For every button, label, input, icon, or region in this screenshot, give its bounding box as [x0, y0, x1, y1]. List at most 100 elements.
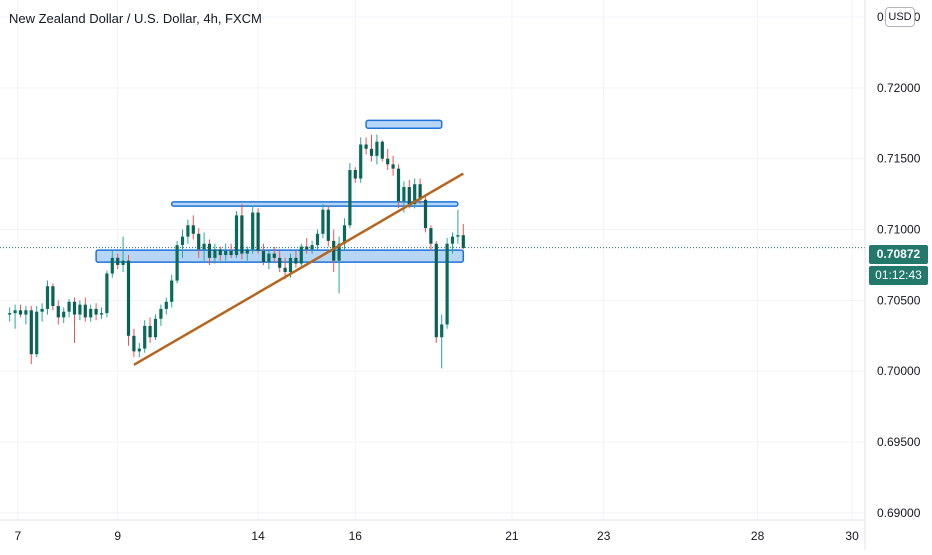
trendline[interactable]: [133, 172, 464, 366]
price-tick-label: 0.70500: [877, 293, 921, 307]
candle-body: [418, 184, 422, 200]
candle: [78, 300, 82, 321]
candle-body: [213, 249, 217, 258]
candle: [51, 283, 55, 311]
candle-body: [56, 306, 60, 318]
candle-body: [234, 215, 239, 256]
candle-body: [51, 286, 55, 307]
candle: [294, 250, 298, 268]
candle-body: [337, 243, 341, 261]
candle: [256, 208, 260, 254]
candle: [56, 300, 60, 325]
candle-body: [272, 253, 276, 258]
candle-body: [278, 257, 282, 268]
price-axis: 0.725000.720000.715000.710000.705000.700…: [877, 10, 921, 520]
currency-button[interactable]: USD: [885, 7, 915, 27]
candle: [143, 320, 147, 353]
candle-body: [299, 246, 303, 264]
candle: [116, 253, 120, 270]
candle: [364, 137, 368, 155]
candle: [240, 204, 244, 260]
candle: [391, 155, 395, 176]
candle-body: [197, 233, 201, 250]
candle-body: [72, 301, 77, 315]
candle-body: [62, 311, 66, 318]
grid: [0, 0, 865, 520]
candle: [234, 211, 239, 258]
candle: [283, 257, 287, 280]
candle: [99, 307, 104, 319]
candle-body: [407, 187, 411, 205]
candle: [369, 134, 374, 162]
candle: [218, 246, 222, 261]
candle: [45, 280, 50, 315]
candle-body: [267, 253, 271, 263]
price-tick-label: 0.72000: [877, 81, 921, 95]
candle-body: [245, 249, 249, 254]
candle-body: [29, 310, 33, 355]
candle: [132, 328, 136, 358]
candle-body: [402, 187, 406, 202]
candle-body: [13, 310, 17, 314]
candle-body: [116, 257, 120, 265]
candle: [224, 243, 228, 261]
drawings-front: [133, 172, 464, 366]
candle: [423, 194, 428, 233]
candle: [159, 304, 163, 326]
time-tick-label: 14: [251, 529, 265, 543]
candle: [35, 306, 39, 358]
candle: [110, 250, 114, 278]
candle: [89, 304, 93, 322]
candle-body: [423, 199, 428, 229]
candle-body: [8, 313, 12, 315]
candle-body: [24, 310, 28, 315]
candle-body: [186, 225, 190, 237]
time-tick-label: 16: [349, 529, 363, 543]
candle-body: [456, 235, 460, 237]
candle-body: [396, 168, 401, 202]
candle-body: [229, 250, 233, 256]
candle: [272, 246, 276, 263]
candle: [450, 232, 455, 254]
candle-body: [256, 212, 260, 251]
candle-body: [45, 286, 50, 309]
candle-body: [261, 250, 266, 263]
candle: [180, 229, 185, 258]
candle-body: [224, 250, 228, 256]
candle: [267, 250, 271, 270]
candle-body: [202, 243, 206, 250]
candle-body: [164, 301, 168, 309]
candle-body: [89, 308, 93, 318]
time-tick-label: 23: [597, 529, 611, 543]
candle: [445, 238, 449, 329]
price-tick-label: 0.69000: [877, 506, 921, 520]
time-axis: 7 9 14 16 21 23 28 30: [14, 529, 859, 543]
price-tick-label: 0.71000: [877, 223, 921, 237]
horizontal-zone[interactable]: [170, 201, 459, 207]
candle-body: [364, 144, 368, 149]
candle-body: [240, 215, 244, 254]
candle-body: [105, 273, 109, 314]
time-tick-label: 28: [751, 529, 765, 543]
candle-body: [153, 318, 158, 338]
price-tick-label: 0.69500: [877, 435, 921, 449]
time-tick-label: 21: [505, 529, 519, 543]
candle-body: [386, 158, 390, 165]
candle: [67, 298, 71, 318]
candle: [434, 240, 438, 343]
candle-body: [450, 236, 455, 244]
price-tick-label: 0.71500: [877, 152, 921, 166]
candle: [164, 297, 168, 315]
candle-body: [137, 348, 141, 352]
horizontal-zone[interactable]: [365, 119, 443, 129]
candle-body: [315, 233, 320, 246]
candle: [29, 306, 33, 365]
candle: [94, 303, 98, 321]
candle: [315, 229, 320, 250]
candle: [202, 232, 206, 261]
candle: [13, 304, 17, 329]
candle: [326, 205, 330, 247]
candle: [105, 270, 109, 318]
